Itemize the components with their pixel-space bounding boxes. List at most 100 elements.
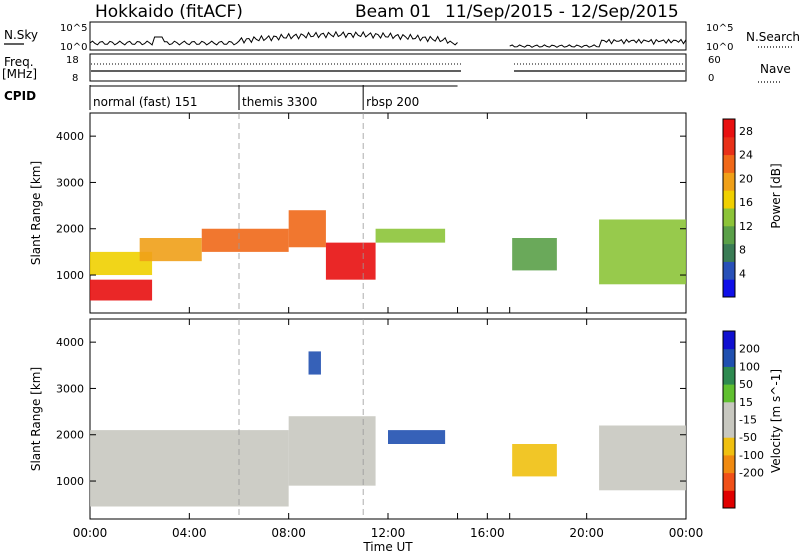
velocity-colorbar: 200 100 50 15 -15 -50 -100 -200 — [722, 330, 764, 509]
noise-right-tick-top: 10^5 — [706, 23, 733, 34]
power-colorbar-tick-3: 16 — [739, 196, 753, 209]
cpid-label: CPID — [4, 89, 36, 103]
x-tick-label-4: 16:00 — [470, 526, 505, 540]
velocity-colorbar-tick-3: 15 — [739, 396, 753, 409]
y-tick-label-0: 1000 — [56, 269, 84, 282]
y-tick-label-1: 2000 — [56, 223, 84, 236]
freq-panel-frame — [89, 53, 687, 82]
power-colorbar-swatch-0 — [723, 279, 735, 298]
echo-region-2 — [139, 238, 202, 262]
noise-left-tick-bottom: 10^0 — [60, 42, 87, 53]
velocity-colorbar-frame — [722, 330, 736, 509]
time-axis-ticks: 00:00 04:00 08:00 12:00 16:00 20:00 00:00 — [73, 113, 704, 540]
echo-region-3 — [201, 228, 289, 252]
cpid-mode-2: rbsp 200 — [366, 95, 419, 109]
power-colorbar-swatch-2 — [723, 243, 735, 262]
noise-left-tick-top: 10^5 — [60, 23, 87, 34]
freq-label: Freq. — [4, 55, 34, 69]
velocity-colorbar-swatch-6 — [723, 384, 735, 403]
power-colorbar-frame — [722, 118, 736, 298]
x-tick-label-5: 20:00 — [569, 526, 604, 540]
power-colorbar-swatch-9 — [723, 119, 735, 138]
velocity-colorbar-tick-0: 200 — [739, 343, 760, 356]
cpid-mode-0: normal (fast) 151 — [93, 95, 197, 109]
velocity-colorbar-tick-6: -100 — [739, 449, 764, 462]
power-panel-frame — [89, 112, 687, 314]
echo-region-4 — [512, 444, 557, 477]
power-echoes — [90, 113, 686, 313]
velocity-colorbar-swatch-2 — [723, 454, 735, 474]
cpid-bars: normal (fast) 151 themis 3300 rbsp 200 — [89, 85, 458, 110]
echo-region-2 — [308, 351, 321, 375]
echo-region-0 — [90, 279, 153, 301]
cpid-mode-1: themis 3300 — [242, 95, 317, 109]
noise-panel-frame — [89, 21, 687, 51]
velocity-colorbar-swatch-1 — [723, 472, 735, 491]
power-colorbar-swatch-7 — [723, 154, 735, 173]
noise-right-tick-bottom: 10^0 — [706, 42, 733, 53]
velocity-colorbar-tick-7: -200 — [739, 467, 764, 480]
y-tick-label-1: 2000 — [56, 429, 84, 442]
echo-region-6 — [375, 228, 446, 243]
velocity-colorbar-swatch-0 — [723, 490, 735, 509]
power-ylabel: Slant Range [km] — [29, 161, 43, 265]
power-colorbar-tick-6: 28 — [739, 125, 753, 138]
power-colorbar: 4 8 12 16 20 24 28 — [722, 118, 753, 298]
velocity-echoes — [90, 319, 686, 519]
velocity-colorbar-tick-5: -50 — [739, 431, 757, 444]
echo-region-5 — [325, 242, 376, 280]
velocity-y-ticks: 1000 2000 3000 4000 — [56, 336, 686, 488]
noise-left-label: N.Sky — [4, 28, 38, 42]
echo-region-8 — [599, 219, 686, 285]
y-tick-label-0: 1000 — [56, 475, 84, 488]
power-colorbar-tick-4: 20 — [739, 172, 753, 185]
power-colorbar-swatch-3 — [723, 225, 735, 245]
velocity-colorbar-swatch-4 — [723, 419, 735, 438]
velocity-colorbar-tick-2: 50 — [739, 378, 753, 391]
x-tick-label-6: 00:00 — [669, 526, 704, 540]
power-y-ticks: 1000 2000 3000 4000 — [56, 130, 686, 282]
echo-region-5 — [599, 425, 686, 491]
power-colorbar-tick-0: 4 — [739, 267, 746, 280]
freq-tick-top: 18 — [66, 55, 79, 66]
velocity-colorbar-swatch-3 — [723, 437, 735, 456]
velocity-colorbar-swatch-7 — [723, 366, 735, 385]
y-tick-label-3: 4000 — [56, 336, 84, 349]
power-colorbar-swatch-5 — [723, 190, 735, 209]
station-title: Hokkaido (fitACF) — [95, 2, 243, 22]
x-tick-label-2: 08:00 — [271, 526, 306, 540]
velocity-colorbar-tick-4: -15 — [739, 414, 757, 427]
power-colorbar-label: Power [dB] — [769, 163, 783, 228]
velocity-colorbar-swatch-8 — [723, 348, 735, 367]
velocity-ylabel: Slant Range [km] — [29, 367, 43, 471]
echo-region-1 — [288, 416, 376, 486]
nave-tick-bottom: 0 — [708, 73, 714, 84]
freq-unit-label: [MHz] — [2, 67, 37, 81]
y-tick-label-2: 3000 — [56, 176, 84, 189]
echo-region-1 — [90, 251, 153, 276]
noise-right-label: N.Search — [746, 30, 800, 44]
power-colorbar-swatch-4 — [723, 208, 735, 227]
power-colorbar-tick-2: 12 — [739, 220, 753, 233]
x-tick-label-1: 04:00 — [172, 526, 207, 540]
velocity-colorbar-tick-1: 100 — [739, 360, 760, 373]
freq-tick-bottom: 8 — [72, 73, 78, 84]
x-tick-label-3: 12:00 — [371, 526, 406, 540]
nave-label: Nave — [760, 62, 791, 76]
velocity-colorbar-swatch-5 — [723, 401, 735, 420]
power-colorbar-tick-5: 24 — [739, 149, 753, 162]
time-axis-label: Time UT — [362, 540, 413, 554]
echo-region-3 — [388, 430, 446, 444]
date-range: 11/Sep/2015 - 12/Sep/2015 — [445, 2, 679, 22]
echo-region-4 — [288, 210, 326, 248]
beam-label: Beam 01 — [355, 2, 431, 22]
noise-sky-trace — [89, 30, 687, 48]
power-colorbar-swatch-8 — [723, 136, 735, 156]
power-colorbar-tick-1: 8 — [739, 244, 746, 257]
y-tick-label-2: 3000 — [56, 382, 84, 395]
echo-region-0 — [90, 430, 289, 507]
power-colorbar-swatch-6 — [723, 172, 735, 191]
velocity-colorbar-swatch-9 — [723, 331, 735, 350]
x-tick-label-0: 00:00 — [73, 526, 108, 540]
